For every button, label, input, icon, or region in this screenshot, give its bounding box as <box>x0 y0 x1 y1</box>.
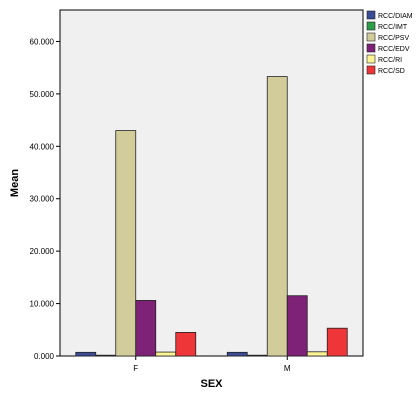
x-tick-label: F <box>133 364 138 373</box>
legend-swatch <box>366 32 376 42</box>
bar-rcc-psv-f <box>115 130 137 357</box>
bar-rcc-ri-m <box>306 351 328 357</box>
bar-rcc-imt-f <box>95 354 117 357</box>
y-tick-label: 0.000 <box>34 352 55 361</box>
legend-swatch <box>366 54 376 64</box>
legend: RCC/DIAM RCC/IMT RCC/PSV RCC/EDV RCC/RI RCC/S… <box>366 10 413 75</box>
bar-rcc-diam-f <box>75 351 97 357</box>
bar-rcc-sd-f <box>175 332 197 357</box>
bars <box>75 76 348 357</box>
x-axis-title: SEX <box>200 378 223 390</box>
bar-rcc-sd-m <box>326 327 348 357</box>
legend-swatch <box>366 21 376 31</box>
y-tick-label: 60.000 <box>30 37 55 46</box>
y-tick-label: 10.000 <box>30 300 55 309</box>
legend-label: RCC/PSV <box>378 35 409 42</box>
y-tick-label: 30.000 <box>30 195 55 204</box>
y-tick-label: 50.000 <box>30 90 55 99</box>
bar-rcc-imt-m <box>246 354 268 357</box>
legend-swatch <box>366 65 376 75</box>
y-axis-title: Mean <box>9 169 21 197</box>
bar-rcc-psv-m <box>266 76 288 357</box>
legend-swatch <box>366 10 376 20</box>
y-tick-label: 20.000 <box>30 247 55 256</box>
bar-rcc-diam-m <box>226 351 248 357</box>
bar-rcc-ri-f <box>155 351 177 357</box>
legend-label: RCC/DIAM <box>378 13 413 20</box>
y-axis: 0.000 10.000 20.000 30.000 40.000 50.000 60.00… <box>30 37 60 361</box>
plot-area <box>59 9 364 357</box>
legend-label: RCC/EDV <box>378 46 410 53</box>
x-tick-label: M <box>284 364 291 373</box>
legend-label: RCC/IMT <box>378 24 408 31</box>
y-tick-label: 40.000 <box>30 142 55 151</box>
bar-rcc-edv-f <box>135 300 157 357</box>
legend-swatch <box>366 43 376 53</box>
legend-label: RCC/SD <box>378 68 405 75</box>
bar-rcc-edv-m <box>286 295 308 357</box>
legend-label: RCC/RI <box>378 57 402 64</box>
